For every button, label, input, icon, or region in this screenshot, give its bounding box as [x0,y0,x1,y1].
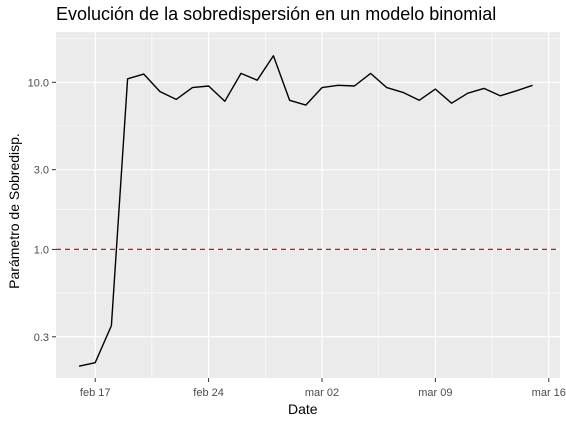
y-tick-label: 3.0 [34,165,49,177]
x-tick-label: feb 17 [80,387,111,399]
x-axis-label: Date [288,401,318,417]
y-tick-label: 1.0 [34,244,49,256]
x-axis: feb 17 feb 24 mar 02 mar 09 mar 16 [80,378,566,399]
series-group [78,55,533,367]
series-line [78,55,533,367]
y-axis-label: Parámetro de Sobredisp. [6,133,22,289]
x-tick-label: feb 24 [193,387,224,399]
y-tick-label: 0.3 [34,332,49,344]
x-tick-label: mar 02 [305,387,339,399]
x-tick-label: mar 09 [418,387,452,399]
y-tick-label: 10.0 [28,77,49,89]
minor-gridlines [56,32,560,378]
x-tick-label: mar 16 [532,387,566,399]
chart-title: Evolución de la sobredispersión en un mo… [56,4,497,24]
y-axis: 0.3 1.0 3.0 10.0 [28,77,56,344]
plot-panel [56,32,560,378]
